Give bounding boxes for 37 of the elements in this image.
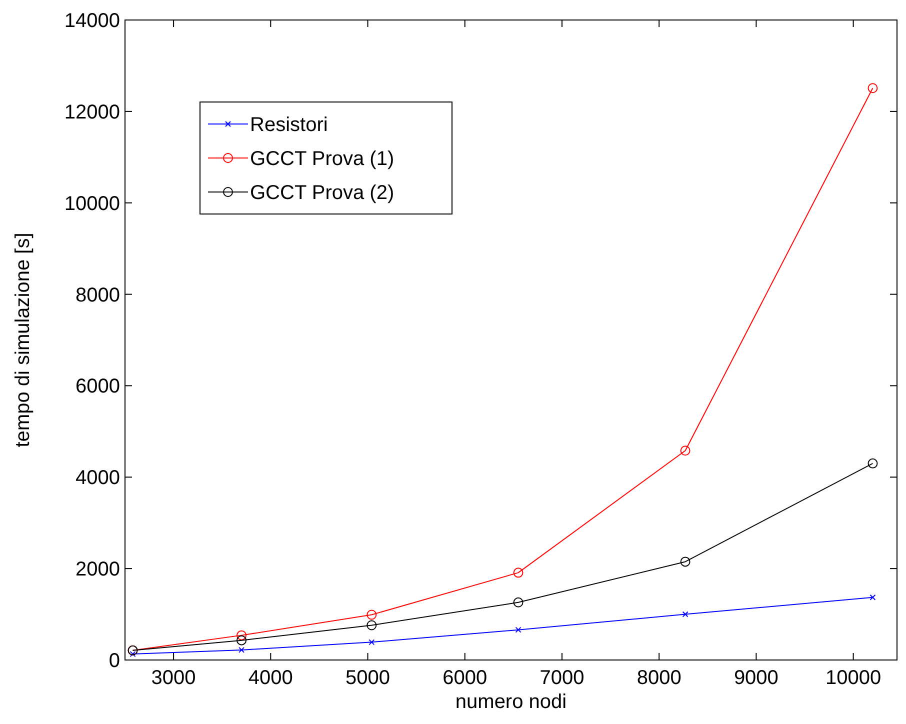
y-tick-label: 0 (108, 650, 120, 672)
legend-label: GCCT Prova (2) (250, 182, 394, 204)
y-tick-label: 2000 (76, 558, 120, 581)
x-tick-label: 5000 (346, 667, 390, 689)
point (868, 458, 878, 468)
point (236, 630, 247, 640)
legend-label: Resistori (250, 114, 328, 136)
point (513, 597, 524, 608)
point (236, 635, 247, 646)
point (130, 651, 136, 658)
point (680, 556, 690, 567)
point (238, 646, 245, 653)
point (366, 610, 377, 620)
x-tick-label: 6000 (442, 667, 488, 689)
y-tick-label: 12000 (64, 101, 120, 124)
y-tick-label: 8000 (76, 284, 120, 306)
x-axis-title: numero nodi (455, 691, 567, 713)
x-tick-label: 3000 (151, 667, 196, 689)
x-tick-label: 9000 (734, 667, 778, 689)
y-tick-label: 14000 (64, 10, 120, 32)
legend-label: GCCT Prova (1) (250, 148, 394, 170)
x-tick-label: 7000 (540, 667, 584, 689)
y-axis-title: tempo di simulazione [s] (12, 232, 34, 448)
point (368, 639, 375, 646)
point (366, 620, 377, 630)
x-tick-label: 10000 (825, 667, 882, 689)
point (513, 568, 524, 578)
point (870, 594, 876, 600)
y-tick-label: 10000 (64, 192, 120, 215)
y-tick-label: 6000 (76, 376, 120, 398)
point (868, 83, 878, 94)
x-tick-label: 4000 (248, 667, 293, 689)
point (680, 446, 690, 456)
point (515, 626, 522, 633)
point (682, 611, 688, 618)
y-tick-label: 4000 (76, 467, 120, 490)
x-tick-label: 8000 (636, 667, 682, 689)
